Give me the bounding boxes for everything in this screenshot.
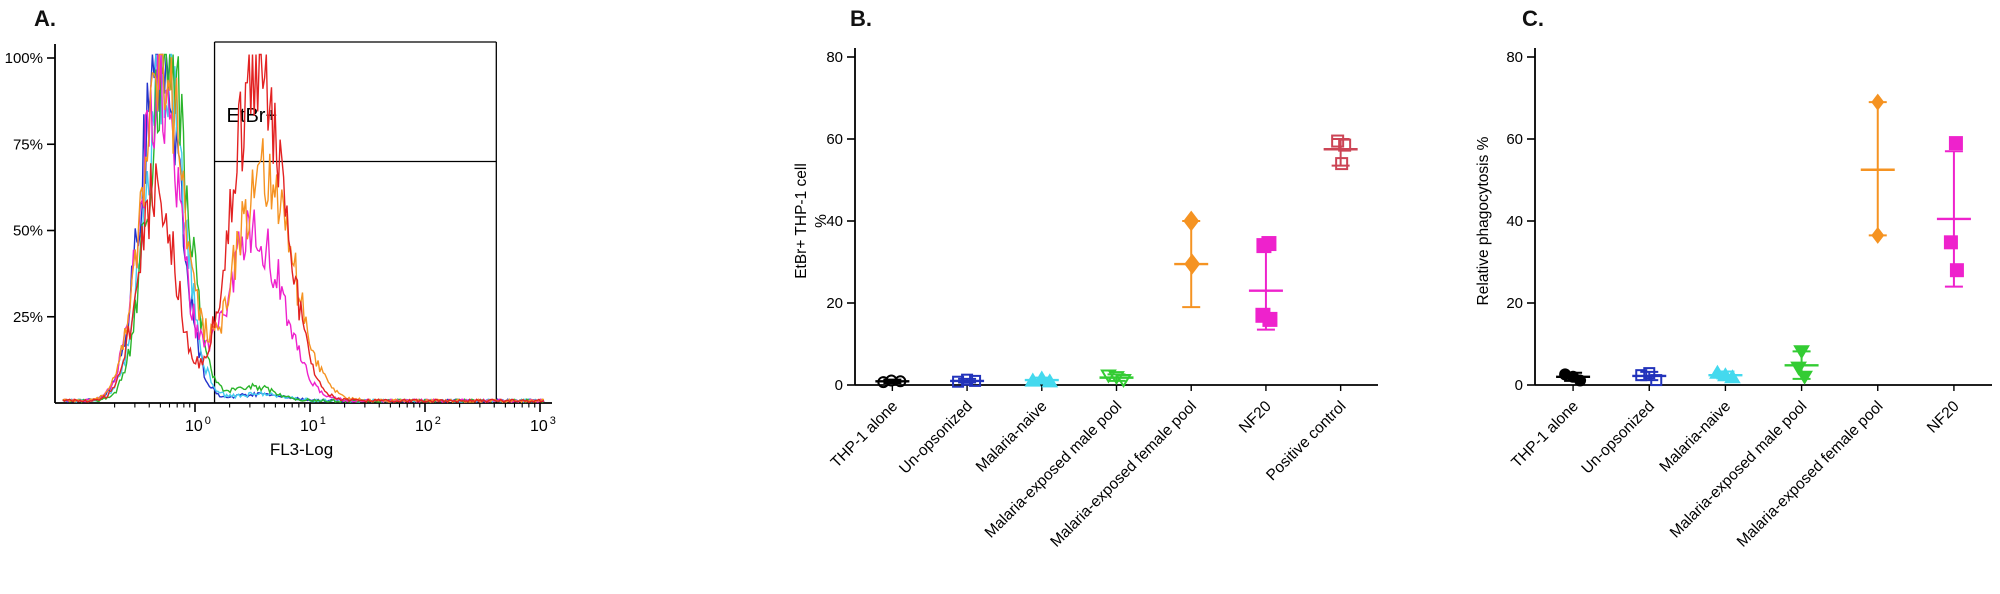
flow-trace-cyan bbox=[62, 53, 545, 404]
category-label: NF20 bbox=[1924, 398, 1963, 437]
category-label: Malaria-naive bbox=[1656, 398, 1734, 476]
svg-b-y-axis-label: % bbox=[813, 214, 830, 228]
svg-text:25%: 25% bbox=[13, 309, 43, 326]
svg-text:102: 10 2 bbox=[415, 415, 441, 435]
svg-text:101: 10 1 bbox=[300, 415, 326, 435]
panel-c-label: C. bbox=[1522, 6, 1544, 31]
svg-b-y-axis-label: EtBr+ THP-1 cell bbox=[793, 163, 810, 279]
svg-c-y-axis-label: Relative phagocytosis % bbox=[1475, 136, 1492, 305]
panel-a-label: A. bbox=[34, 6, 56, 31]
flow-trace-orange bbox=[62, 53, 545, 404]
svg-text:50%: 50% bbox=[13, 223, 43, 240]
svg-text:75%: 75% bbox=[13, 136, 43, 153]
scatter-group-nf20: NF20 bbox=[1924, 136, 1971, 437]
panel-b-label: B. bbox=[850, 6, 872, 31]
scatter-group-malaria-naive: Malaria-naive bbox=[1656, 364, 1743, 476]
category-label: THP-1 alone bbox=[828, 398, 902, 472]
scatter-group-malaria-exposed-female-pool: Malaria-exposed female pool bbox=[1047, 210, 1209, 551]
category-label: Malaria-exposed male pool bbox=[982, 398, 1126, 542]
svg-text:60: 60 bbox=[826, 131, 843, 148]
category-label: Malaria-exposed female pool bbox=[1047, 398, 1200, 551]
svg-text:100: 10 0 bbox=[185, 415, 211, 435]
svg-text:100%: 100% bbox=[5, 50, 43, 67]
svg-text:103: 10 3 bbox=[530, 415, 556, 435]
svg-text:60: 60 bbox=[1506, 131, 1523, 148]
category-label: Malaria-exposed male pool bbox=[1667, 398, 1811, 542]
svg-text:40: 40 bbox=[826, 213, 843, 230]
a-x-axis-label: FL3-Log bbox=[270, 440, 333, 459]
flow-trace-red bbox=[62, 53, 545, 404]
scatter-group-positive-control: Positive control bbox=[1263, 134, 1358, 484]
svg-text:20: 20 bbox=[826, 295, 843, 312]
category-label: Malaria-exposed female pool bbox=[1734, 398, 1887, 551]
flow-trace-magenta bbox=[62, 54, 545, 404]
panel-c-scatter-chart: 0 20 40 60 80 Relative phagocytosis % THP-1 al… bbox=[1475, 48, 1992, 551]
svg-text:0: 0 bbox=[1515, 377, 1523, 394]
category-label: Un-opsonized bbox=[896, 398, 976, 478]
svg-text:0: 0 bbox=[835, 377, 843, 394]
category-label: THP-1 alone bbox=[1508, 398, 1582, 472]
category-label: Malaria-naive bbox=[973, 398, 1051, 476]
category-label: Positive control bbox=[1263, 398, 1349, 484]
flow-trace-green bbox=[62, 53, 545, 404]
category-label: Un-opsonized bbox=[1578, 398, 1658, 478]
scatter-group-nf20: NF20 bbox=[1236, 236, 1283, 437]
category-label: NF20 bbox=[1236, 398, 1275, 437]
flow-trace-blue bbox=[62, 53, 545, 404]
svg-text:80: 80 bbox=[1506, 49, 1523, 66]
scatter-group-malaria-naive: Malaria-naive bbox=[973, 370, 1059, 476]
a-gate-region bbox=[213, 41, 497, 403]
scatter-group-un-opsonized: Un-opsonized bbox=[896, 373, 985, 478]
svg-text:20: 20 bbox=[1506, 295, 1523, 312]
svg-text:80: 80 bbox=[826, 49, 843, 66]
panel-b-scatter-chart: 0 20 40 60 80 EtBr+ THP-1 cell % THP-1 aloneUn-… bbox=[793, 48, 1378, 551]
svg-text:40: 40 bbox=[1506, 213, 1523, 230]
scatter-group-malaria-exposed-female-pool: Malaria-exposed female pool bbox=[1734, 93, 1895, 551]
